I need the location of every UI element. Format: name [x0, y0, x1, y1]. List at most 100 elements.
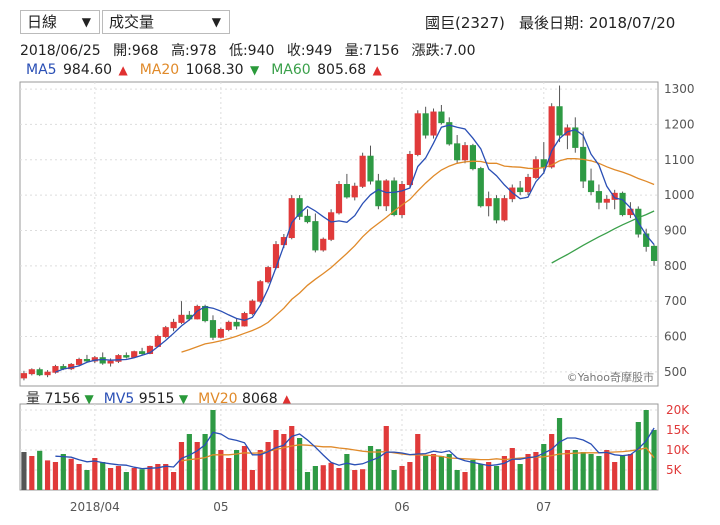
indicator-select[interactable]: 成交量 ▼ — [102, 10, 230, 34]
candle-body — [469, 145, 477, 170]
volume-bar — [257, 450, 263, 490]
vol-legend-item: MV20 8068 ▲ — [198, 391, 291, 407]
candle-body — [257, 281, 264, 302]
volume-bar — [100, 462, 106, 490]
x-tick-label: 2018/04 — [70, 500, 120, 514]
volume-bar — [415, 434, 421, 490]
volume-bar — [493, 466, 500, 490]
period-select[interactable]: 日線 ▼ — [20, 10, 100, 34]
candle-body — [611, 192, 618, 200]
x-tick-label: 07 — [536, 500, 551, 514]
candle-body — [414, 113, 421, 155]
candle-body — [540, 159, 547, 168]
candle-body — [320, 238, 327, 251]
volume-bar — [604, 450, 610, 490]
volume-bar — [304, 472, 311, 490]
volume-bar — [281, 434, 287, 490]
price-tick-label: 1300 — [664, 82, 695, 96]
volume-bar — [68, 458, 74, 490]
candle-body — [162, 327, 169, 338]
down-arrow-icon: ▼ — [84, 392, 94, 406]
volume-bar — [194, 442, 200, 490]
volume-tick-label: 20K — [666, 403, 690, 417]
mv20-line — [181, 444, 655, 462]
volume-tick-label: 15K — [666, 423, 690, 437]
candle-body — [249, 300, 256, 315]
quote-volume: 量:7156 — [344, 43, 400, 59]
candle-body — [44, 371, 51, 376]
period-select-value: 日線 — [27, 13, 58, 31]
volume-tick-label: 5K — [666, 463, 683, 477]
candle-body — [328, 212, 335, 240]
candle-body — [477, 168, 484, 207]
stock-name: 國巨(2327) — [425, 14, 505, 32]
candle-body — [517, 187, 524, 193]
candle-body — [265, 267, 272, 283]
volume-bar — [383, 426, 389, 490]
volume-bar — [580, 452, 586, 490]
watermark: ©Yahoo奇摩股市 — [567, 370, 654, 384]
candle-body — [603, 198, 610, 203]
volume-bar — [131, 468, 137, 490]
quote-open: 開:968 — [113, 43, 159, 59]
volume-bar — [273, 430, 279, 490]
last-date: 最後日期: 2018/07/20 — [519, 14, 676, 32]
volume-bar — [76, 464, 82, 490]
candle-body — [178, 314, 185, 323]
ma-legend-value: 805.68 — [312, 62, 371, 78]
volume-bar — [147, 466, 153, 490]
volume-bar — [44, 460, 51, 490]
volume-bar — [170, 472, 177, 490]
vol-legend-label: MV5 — [103, 391, 135, 407]
candle-body — [36, 369, 43, 376]
quote-date: 2018/06/25 — [20, 43, 101, 59]
candle-body — [548, 106, 555, 168]
candle-body — [650, 245, 658, 262]
ma-legend: MA5 984.60 ▲ MA20 1068.30 ▼ MA60 805.68 ▲ — [26, 62, 394, 78]
volume-bar — [360, 469, 366, 490]
volume-bar — [643, 410, 649, 490]
ma-legend-value: 984.60 — [58, 62, 117, 78]
candle-body — [485, 198, 492, 207]
candle-body — [595, 191, 603, 203]
volume-bar — [52, 462, 59, 490]
volume-bar — [249, 470, 255, 490]
volume-bar — [470, 460, 476, 490]
volume-bar — [21, 452, 27, 490]
candle-body — [556, 106, 563, 136]
volume-bar — [234, 450, 240, 490]
price-tick-label: 1100 — [664, 153, 695, 167]
volume-bar — [462, 472, 468, 490]
volume-bar — [210, 410, 216, 490]
volume-bar — [123, 472, 129, 490]
candle-body — [201, 305, 209, 322]
vol-legend-value: 9515 — [134, 391, 179, 407]
candle-body — [446, 122, 453, 145]
up-arrow-icon: ▲ — [118, 63, 128, 77]
volume-bar — [612, 462, 618, 490]
volume-bar — [186, 434, 192, 490]
candle-body — [493, 198, 500, 221]
volume-bar — [627, 454, 634, 490]
volume-bar — [509, 448, 515, 490]
volume-bar — [107, 468, 114, 490]
candle-body — [312, 221, 319, 251]
volume-bar — [501, 456, 508, 490]
down-arrow-icon: ▼ — [178, 392, 189, 406]
volume-bar — [37, 450, 43, 490]
volume-bar — [391, 470, 397, 490]
volume-bar — [533, 452, 539, 490]
ma60-line — [551, 210, 655, 264]
vol-legend-label: 量 — [26, 391, 40, 407]
price-tick-label: 1200 — [664, 117, 695, 131]
ma-legend-label: MA5 — [26, 62, 57, 78]
volume-bar — [202, 434, 208, 490]
price-tick-label: 600 — [664, 330, 687, 344]
volume-bar — [367, 446, 374, 490]
volume-bar — [572, 450, 578, 490]
volume-bar — [60, 454, 66, 490]
volume-bar — [375, 449, 381, 490]
ma5-line — [55, 124, 655, 373]
price-tick-label: 900 — [664, 223, 687, 237]
candle-body — [461, 145, 469, 161]
